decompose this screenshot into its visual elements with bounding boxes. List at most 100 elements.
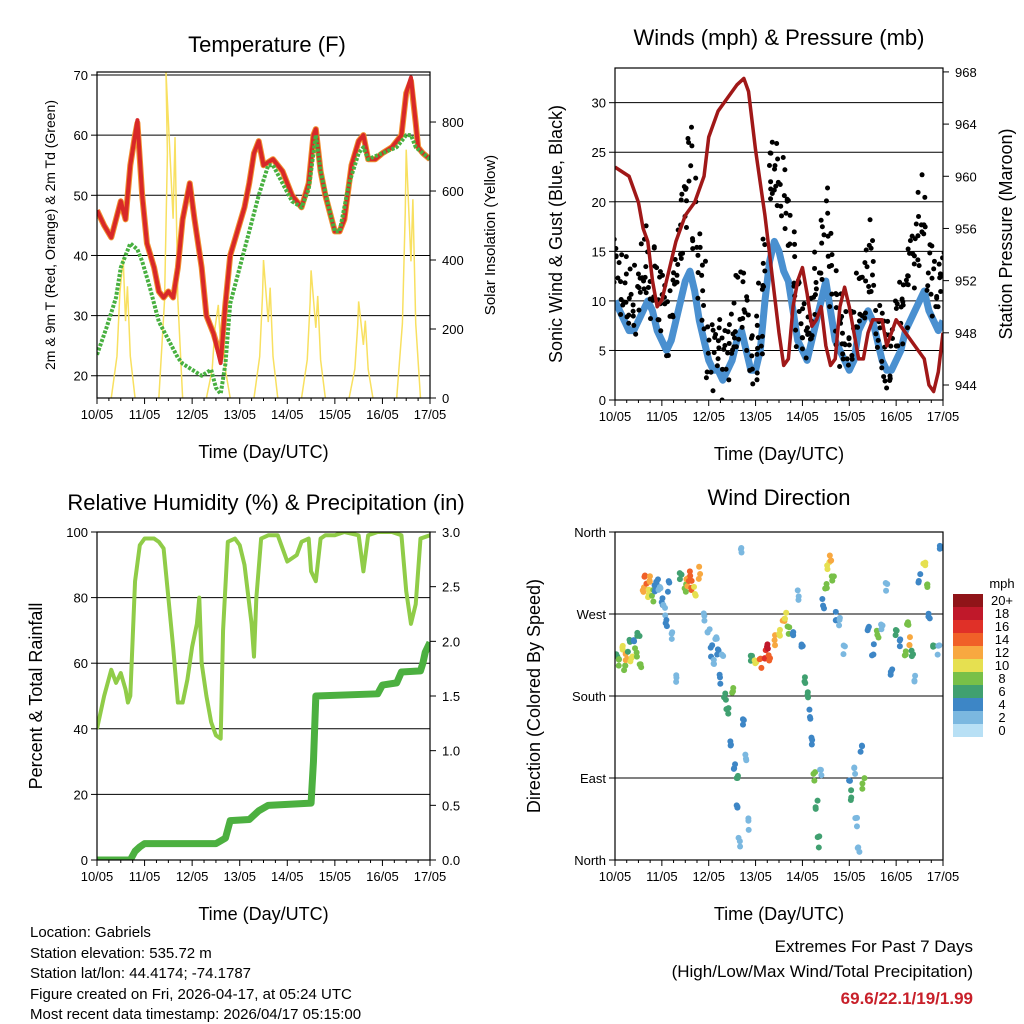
wind-direction-point [818,772,825,779]
wind-direction-point [682,588,689,595]
series-gust-point [760,282,766,288]
series-gust-point [793,327,799,333]
series-gust-point [819,224,825,230]
series-gust-point [834,292,840,298]
wind-direction-point [733,775,740,782]
wind-direction-point [727,741,734,748]
series-gust-point [619,252,625,258]
x-tick-label: 14/05 [271,869,304,884]
series-gust-point [874,344,880,350]
wind-direction-point [848,787,855,794]
series-gust-point [844,356,850,362]
series-gust-point [754,322,760,328]
series-gust-point [623,271,629,277]
series-gust-point [842,342,848,348]
wind-direction-point [709,642,716,649]
wind-direction-point [646,578,653,585]
wind-direction-point [853,823,860,830]
series-gust-point [833,268,839,274]
wind-direction-point [865,625,872,632]
y-tick-label: 60 [74,656,88,671]
chart-panel-0: Temperature (F) Time (Day/UTC) 2m & 9m T (… [42,32,499,462]
x-tick-label: 14/05 [786,409,819,424]
y-tick-label: 60 [74,128,88,143]
wind-direction-point [710,656,717,663]
series-gust-point [714,363,720,369]
plot-area [97,532,430,860]
series-gust-point [910,251,916,257]
y-tick-label: 20 [592,195,606,210]
wind-direction-point [673,672,680,679]
wind-direction-point [795,593,802,600]
series-gust-point [916,263,922,269]
series-gust-point [705,350,711,356]
series-sonic-wind-line [615,237,943,384]
series-gust-point [900,341,906,347]
wind-direction-point [758,664,765,671]
y2-tick-label: 952 [955,274,977,289]
series-gust-point [631,322,637,328]
colorbar-label: 12 [995,645,1009,660]
wind-direction-point [619,644,626,651]
series-gust-point [792,254,798,260]
series-gust-point [867,217,873,223]
series-2m-t-line [97,75,430,366]
series-gust-point [813,279,819,285]
series-gust-point [792,241,798,247]
wind-direction-point [840,642,847,649]
series-gust-point [697,231,703,237]
x-axis-label: Time (Day/UTC) [198,442,328,462]
x-tick-label: 17/05 [927,409,960,424]
y-tick-label: 20 [74,369,88,384]
series-gust-point [732,329,738,335]
series-gust-point [783,210,789,216]
wind-direction-point [873,627,880,634]
plot-frame [614,67,944,401]
y-axis-label: Percent & Total Rainfall [26,603,46,790]
series-gust-point [768,179,774,185]
wind-direction-point [738,549,745,556]
wind-direction-point [717,680,724,687]
x-tick-label: 13/05 [223,407,256,422]
series-gust-point [760,236,766,242]
wind-direction-point [766,657,773,664]
footer-info: Location: Gabriels Station elevation: 53… [30,924,361,1023]
series-gust-point [758,343,764,349]
wind-direction-point [627,658,634,665]
wind-direction-point [631,638,638,645]
wind-direction-point [806,706,813,713]
series-gust-point [829,252,835,258]
y-tick-label: 100 [66,525,88,540]
series-gust-point [804,325,810,331]
wind-direction-point [646,573,653,580]
series-gust-point [685,136,691,142]
series-gust-point [683,198,689,204]
wind-direction-point [811,777,818,784]
series-gust-point [840,351,846,357]
x-tick-label: 15/05 [833,869,866,884]
series-gust-point [633,331,639,337]
series-gust-point [705,324,711,330]
wind-direction-point [668,635,675,642]
wind-direction-point [783,609,790,616]
series-gust-point [615,253,619,259]
x-tick-label: 15/05 [319,869,352,884]
wind-direction-point [701,612,708,619]
series-gust-point [681,184,687,190]
series-solar-insolation-peak [348,301,374,398]
series-gust-point [915,257,921,263]
y-tick-label: 70 [74,68,88,83]
series-gust-point [919,172,925,178]
series-gust-point [773,183,779,189]
series-gust-point [813,286,819,292]
series-gust-point [936,261,942,267]
series-gust-point [863,278,869,284]
series-gust-point [925,283,931,289]
series-gust-point [826,263,832,269]
series-solar-insolation-peak [395,149,422,398]
series-gust-point [745,312,751,318]
y-tick-label: 5 [599,343,606,358]
series-gust-point [690,238,696,244]
series-gust-point [715,356,721,362]
colorbar-swatch [953,659,983,672]
